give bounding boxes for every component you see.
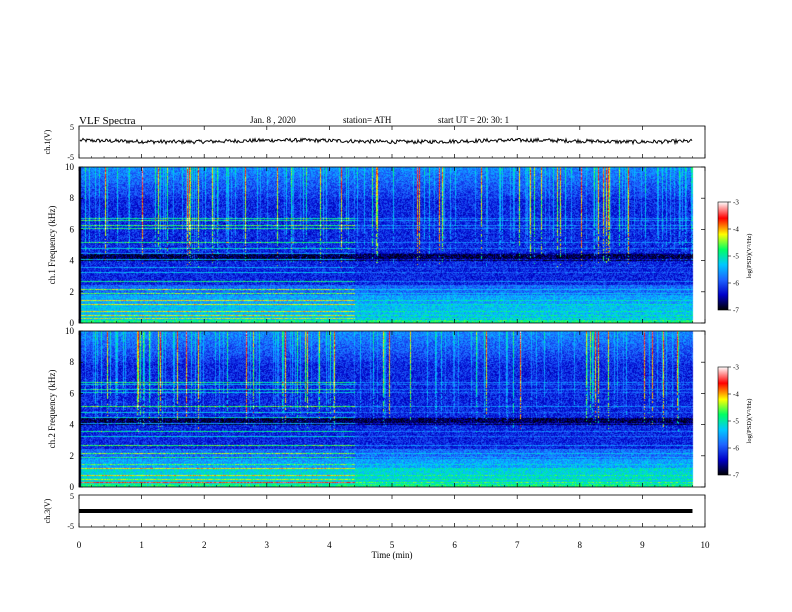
y-tick-label: 6: [70, 224, 75, 234]
ch1-spectrogram-panel: 0 2 4 6 8 10 ch.1 Frequency (kHz): [47, 162, 706, 328]
x-tick-label: 7: [515, 540, 520, 550]
colorbar-tick-label: -6: [733, 445, 739, 453]
y-tick-label: 2: [70, 451, 75, 461]
y-tick-label: 0: [70, 318, 75, 328]
ch2-frequency-ylabel: ch.2 Frequency (kHz): [47, 370, 57, 449]
ch2-colorbar: -3 -4 -5 -6 -7 log(PSD)(V²/Hz): [717, 364, 753, 480]
x-tick-label: 4: [327, 540, 332, 550]
ch2-spectrogram-heatmap: [79, 331, 705, 487]
colorbar-tick-label: -7: [733, 472, 739, 480]
colorbar-tick-label: -5: [733, 253, 739, 261]
ch3-ytick-bottom: -5: [67, 522, 74, 531]
ch1-frequency-ylabel: ch.1 Frequency (kHz): [47, 206, 57, 285]
start-time-label: start UT = 20: 30: 1: [438, 115, 509, 125]
colorbar-tick-label: -7: [733, 307, 739, 315]
colorbar-tick-label: -3: [733, 364, 739, 372]
x-axis: 0 1 2 3 4 5 6 7 8 9 10: [77, 126, 710, 550]
ch2-colorbar-gradient: [717, 366, 729, 476]
y-tick-label: 8: [70, 193, 75, 203]
y-tick-label: 4: [70, 256, 75, 266]
y-tick-label: 2: [70, 287, 75, 297]
ch3-ytick-top: 5: [70, 492, 74, 501]
ch1-spectrogram-heatmap: [79, 167, 705, 323]
ch3-voltage-ylabel: ch.3(V): [43, 498, 52, 523]
y-tick-label: 0: [70, 482, 75, 492]
y-tick-label: 10: [65, 326, 75, 336]
colorbar-tick-label: -4: [733, 226, 739, 234]
x-tick-label: 0: [77, 540, 82, 550]
ch1-ytick-bottom: -5: [67, 153, 74, 162]
colorbar-tick-label: -6: [733, 280, 739, 288]
x-tick-label: 9: [640, 540, 645, 550]
y-tick-label: 6: [70, 388, 75, 398]
ch1-colorbar-label: log(PSD)(V²/Hz): [746, 234, 753, 279]
x-tick-label: 5: [390, 540, 395, 550]
figure-title: VLF Spectra: [79, 115, 136, 127]
ch1-voltage-panel: 5 -5 ch.1(V): [43, 123, 706, 162]
x-tick-label: 1: [139, 540, 144, 550]
ch1-ytick-top: 5: [70, 123, 74, 132]
ch1-voltage-trace: [79, 137, 693, 146]
ch2-colorbar-label: log(PSD)(V²/Hz): [746, 399, 753, 444]
colorbar-tick-label: -5: [733, 418, 739, 426]
colorbar-tick-label: -3: [733, 199, 739, 207]
station-label: station= ATH: [343, 115, 392, 125]
ch3-voltage-panel: 5 -5 ch.3(V): [43, 492, 706, 531]
ch1-voltage-ylabel: ch.1(V): [43, 129, 52, 154]
ch1-colorbar: -3 -4 -5 -6 -7 log(PSD)(V²/Hz): [717, 199, 753, 315]
date-label: Jan. 8 , 2020: [250, 115, 296, 125]
ch2-spectrogram-panel: 0 2 4 6 8 10 ch.2 Frequency (kHz): [47, 326, 706, 492]
y-tick-label: 4: [70, 420, 75, 430]
y-tick-label: 8: [70, 357, 75, 367]
x-tick-label: 6: [452, 540, 457, 550]
x-tick-label: 10: [701, 540, 711, 550]
ch1-colorbar-gradient: [717, 201, 729, 311]
x-tick-label: 8: [578, 540, 583, 550]
x-tick-label: 2: [202, 540, 207, 550]
x-axis-label: Time (min): [372, 550, 413, 560]
colorbar-tick-label: -4: [733, 391, 739, 399]
x-tick-label: 3: [265, 540, 270, 550]
y-tick-label: 10: [65, 162, 75, 172]
